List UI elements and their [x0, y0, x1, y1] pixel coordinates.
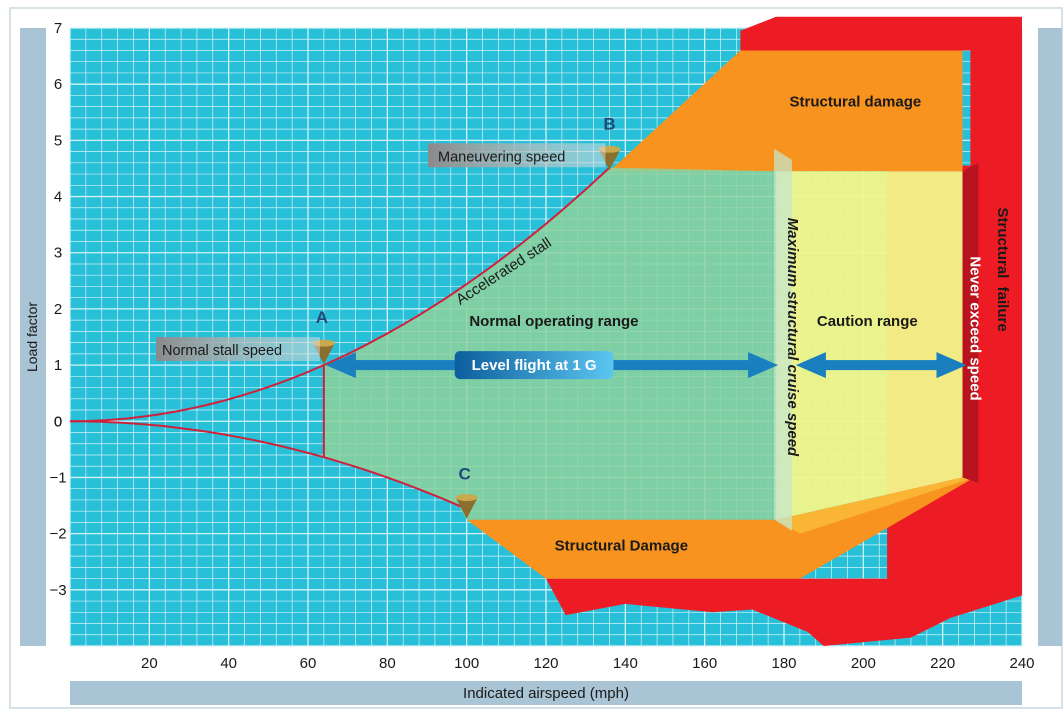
- y-tick-label: −2: [49, 526, 66, 543]
- y-tick-label: −1: [49, 469, 66, 486]
- structural-failure-label: Structural failure: [994, 207, 1011, 331]
- x-tick-label: 160: [692, 655, 717, 672]
- y-axis-bar-right: [1038, 28, 1062, 646]
- x-axis-title: Indicated airspeed (mph): [463, 685, 629, 702]
- never-exceed-band: [962, 162, 979, 484]
- caution-range-arrow-shaft: [817, 360, 945, 371]
- caution-range-arrow-head-right: [936, 352, 967, 379]
- maneuvering-speed-label: Maneuvering speed: [438, 149, 565, 165]
- negative-stall-curve: [70, 420, 468, 511]
- never-exceed-speed-label: Never exceed speed: [966, 256, 983, 400]
- caution-range-label: Caution range: [817, 313, 918, 330]
- x-tick-label: 40: [220, 655, 237, 672]
- structural-damage-top-label: Structural damage: [790, 94, 922, 111]
- y-axis-title: Load factor: [24, 302, 40, 372]
- x-tick-label: 20: [141, 655, 158, 672]
- level-flight-label: Level flight at 1 G: [472, 357, 597, 374]
- y-tick-label: 4: [54, 189, 62, 206]
- x-tick-label: 120: [533, 655, 558, 672]
- y-tick-label: 3: [54, 245, 62, 262]
- level-flight-box: [454, 351, 614, 380]
- region-caution: [776, 171, 963, 520]
- y-tick-label: 7: [54, 20, 62, 37]
- structural-damage-bottom-label: Structural Damage: [555, 537, 688, 554]
- region-structural-damage-top: [609, 50, 963, 172]
- maneuvering-speed-box: [428, 143, 606, 168]
- x-tick-label: 140: [613, 655, 638, 672]
- x-axis-bar: [70, 681, 1022, 705]
- region-structural-damage-bottom: [466, 477, 975, 579]
- y-tick-label: 5: [54, 132, 62, 149]
- point-a-label: A: [316, 308, 328, 327]
- x-tick-label: 60: [300, 655, 317, 672]
- max-structural-cruise-speed-label: Maximum structural cruise speed: [784, 218, 801, 457]
- x-tick-label: 200: [851, 655, 876, 672]
- envelope-regions: [323, 16, 1022, 647]
- x-tick-label: 180: [771, 655, 796, 672]
- point-c-marker: [455, 497, 478, 519]
- region-structural-damage-wedge: [776, 477, 975, 534]
- chart-labels: Normal stall speed Maneuvering speed A B…: [24, 94, 1011, 702]
- x-tick-label: 220: [930, 655, 955, 672]
- x-tick-label: 240: [1009, 655, 1034, 672]
- normal-stall-speed-box: [156, 337, 320, 362]
- x-tick-label: 80: [379, 655, 396, 672]
- caution-range-arrow-head-left: [795, 352, 826, 379]
- accelerated-stall-curve: [69, 166, 611, 423]
- cruise-speed-band: [774, 148, 792, 531]
- x-tick-label: 100: [454, 655, 479, 672]
- point-b-label: B: [603, 114, 615, 133]
- normal-operating-range-label: Normal operating range: [469, 313, 638, 330]
- stall-curves: [69, 166, 611, 511]
- y-axis-bar: [20, 28, 46, 646]
- point-c-label: C: [459, 465, 471, 484]
- y-tick-label: 6: [54, 76, 62, 93]
- point-c-marker-top: [455, 494, 478, 502]
- y-tick-label: 0: [54, 413, 62, 430]
- y-tick-label: 0: [54, 413, 62, 430]
- normal-stall-speed-label: Normal stall speed: [162, 343, 282, 359]
- normal-range-arrow-head-right: [748, 352, 779, 379]
- y-tick-label: −3: [49, 582, 66, 599]
- y-tick-label: 1: [54, 357, 62, 374]
- normal-range-arrow-head-left: [325, 352, 356, 379]
- y-tick-label: 2: [54, 301, 62, 318]
- region-normal-operating: [323, 167, 777, 520]
